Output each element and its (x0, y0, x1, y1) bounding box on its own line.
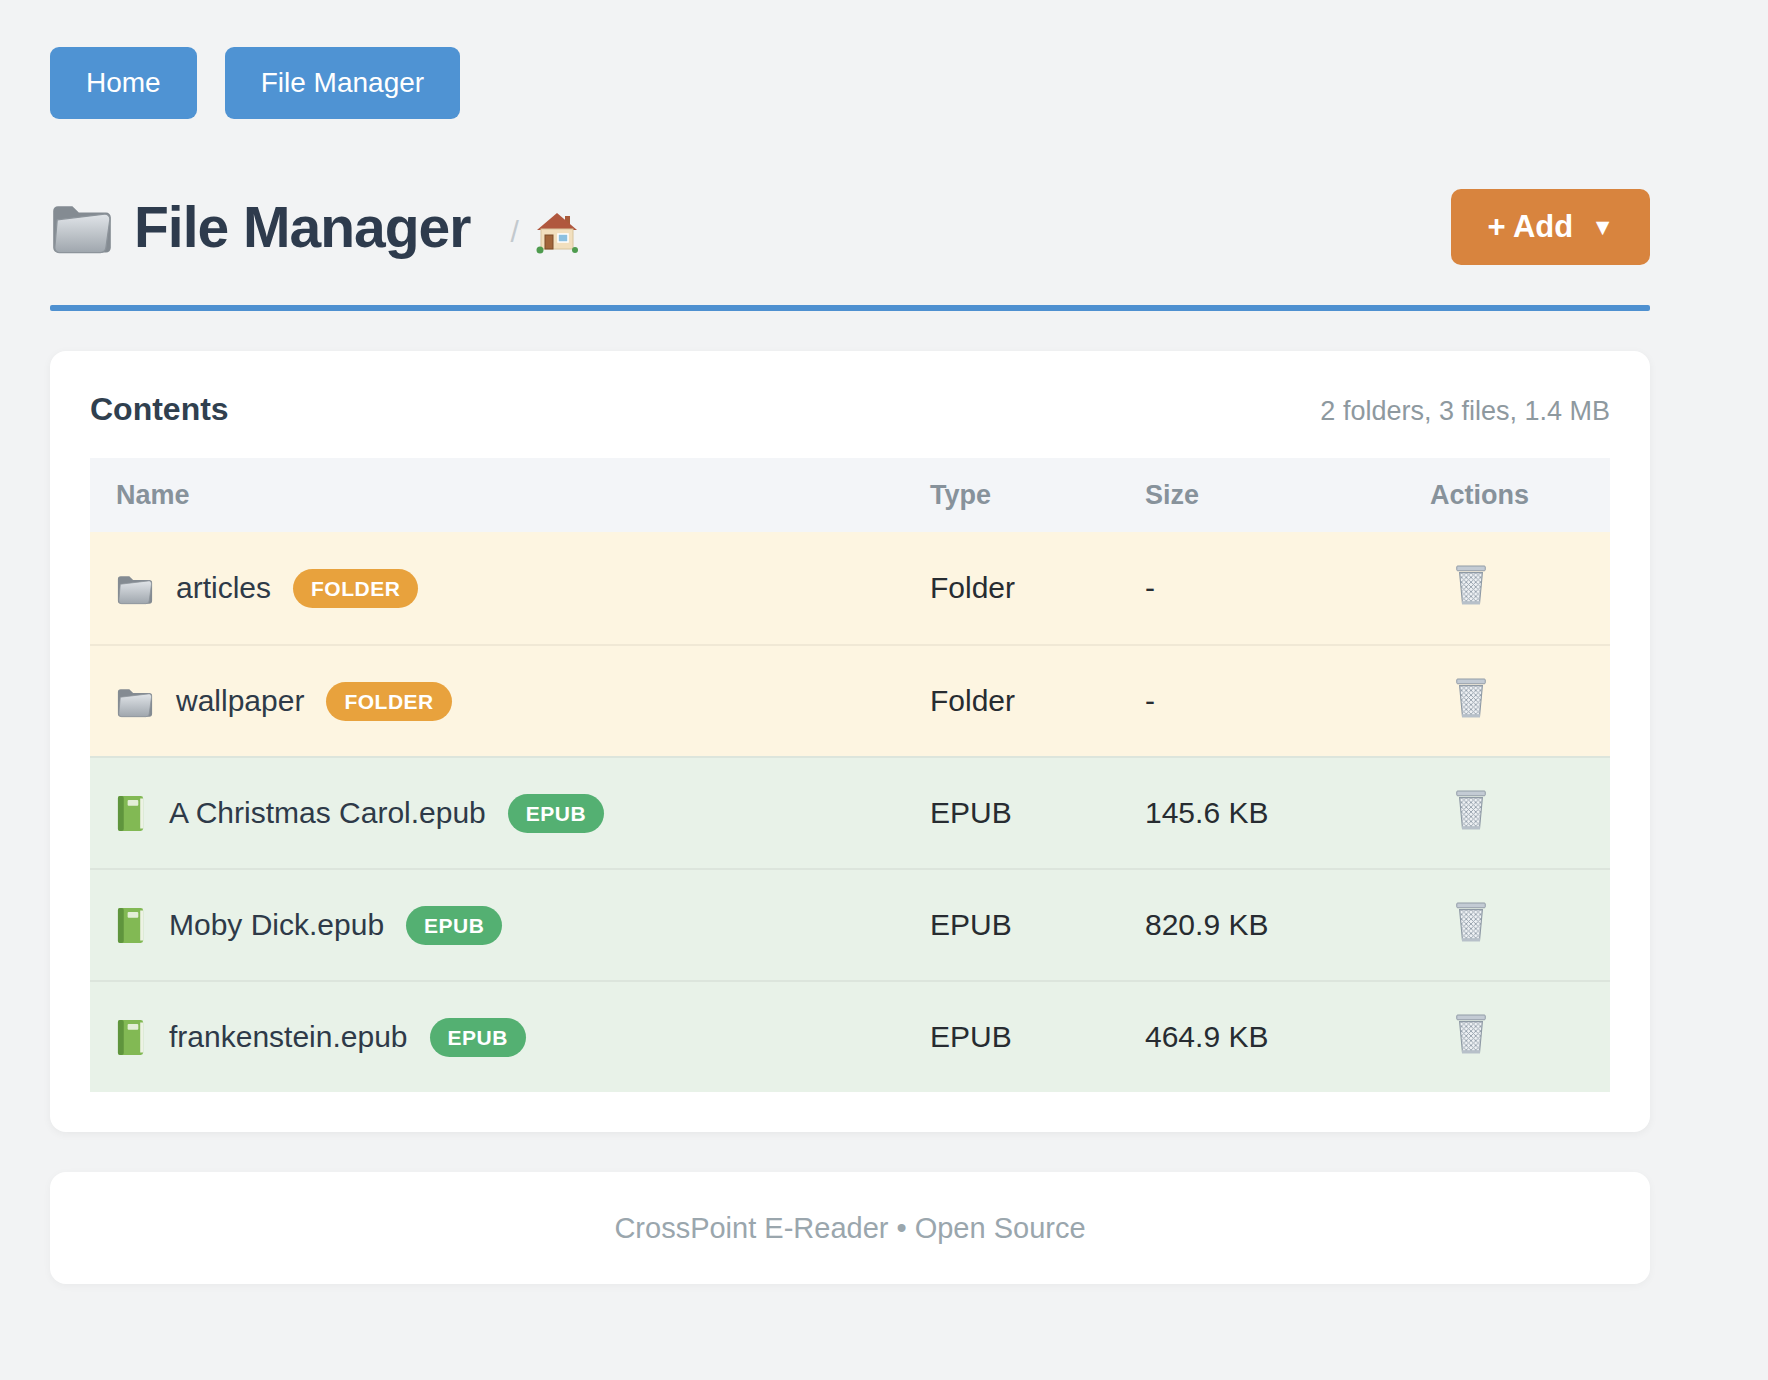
trash-icon[interactable] (1452, 1012, 1490, 1056)
table-row: frankenstein.epub EPUB EPUB 464.9 KB (90, 980, 1610, 1092)
file-name[interactable]: A Christmas Carol.epub (169, 796, 486, 830)
folder-icon (116, 685, 154, 718)
file-name[interactable]: wallpaper (176, 684, 304, 718)
folder-badge: FOLDER (293, 569, 418, 608)
file-name[interactable]: articles (176, 571, 271, 605)
folder-badge: FOLDER (326, 682, 451, 721)
epub-badge: EPUB (508, 794, 604, 833)
table-row: Moby Dick.epub EPUB EPUB 820.9 KB (90, 868, 1610, 980)
type-value: EPUB (930, 796, 1145, 830)
page-header: File Manager / + Add ▼ (50, 189, 1650, 265)
file-manager-button[interactable]: File Manager (225, 47, 460, 119)
size-value: 820.9 KB (1145, 908, 1430, 942)
book-icon (116, 906, 147, 945)
breadcrumb: / (510, 210, 578, 254)
type-value: Folder (930, 571, 1145, 605)
column-header-name: Name (90, 480, 930, 511)
page-title: File Manager (134, 194, 470, 260)
table-header-row: Name Type Size Actions (90, 458, 1610, 532)
file-table: Name Type Size Actions articles FOLDER F… (90, 458, 1610, 1092)
breadcrumb-separator: / (510, 215, 518, 249)
size-value: - (1145, 684, 1430, 718)
add-button-label: + Add (1487, 209, 1573, 245)
table-row: A Christmas Carol.epub EPUB EPUB 145.6 K… (90, 756, 1610, 868)
top-nav: Home File Manager (50, 0, 1650, 119)
type-value: EPUB (930, 1020, 1145, 1054)
chevron-down-icon: ▼ (1591, 216, 1614, 239)
type-value: Folder (930, 684, 1145, 718)
folder-icon (116, 572, 154, 605)
size-value: 145.6 KB (1145, 796, 1430, 830)
file-name[interactable]: Moby Dick.epub (169, 908, 384, 942)
page-container: Home File Manager File Manager / + Add ▼… (50, 0, 1650, 1284)
epub-badge: EPUB (406, 906, 502, 945)
card-title: Contents (90, 391, 229, 428)
table-row: wallpaper FOLDER Folder - (90, 644, 1610, 756)
folder-icon (50, 199, 114, 255)
book-icon (116, 794, 147, 833)
size-value: - (1145, 571, 1430, 605)
column-header-type: Type (930, 480, 1145, 511)
trash-icon[interactable] (1452, 676, 1490, 720)
add-button[interactable]: + Add ▼ (1451, 189, 1650, 265)
size-value: 464.9 KB (1145, 1020, 1430, 1054)
header-divider (50, 305, 1650, 311)
book-icon (116, 1018, 147, 1057)
epub-badge: EPUB (430, 1018, 526, 1057)
home-button[interactable]: Home (50, 47, 197, 119)
file-name[interactable]: frankenstein.epub (169, 1020, 408, 1054)
trash-icon[interactable] (1452, 900, 1490, 944)
type-value: EPUB (930, 908, 1145, 942)
home-icon[interactable] (535, 210, 579, 254)
contents-summary: 2 folders, 3 files, 1.4 MB (1320, 396, 1610, 427)
card-head: Contents 2 folders, 3 files, 1.4 MB (90, 391, 1610, 428)
column-header-size: Size (1145, 480, 1430, 511)
column-header-actions: Actions (1430, 480, 1610, 511)
footer: CrossPoint E-Reader • Open Source (50, 1172, 1650, 1284)
trash-icon[interactable] (1452, 563, 1490, 607)
footer-text: CrossPoint E-Reader • Open Source (614, 1212, 1085, 1245)
contents-card: Contents 2 folders, 3 files, 1.4 MB Name… (50, 351, 1650, 1132)
trash-icon[interactable] (1452, 788, 1490, 832)
table-row: articles FOLDER Folder - (90, 532, 1610, 644)
